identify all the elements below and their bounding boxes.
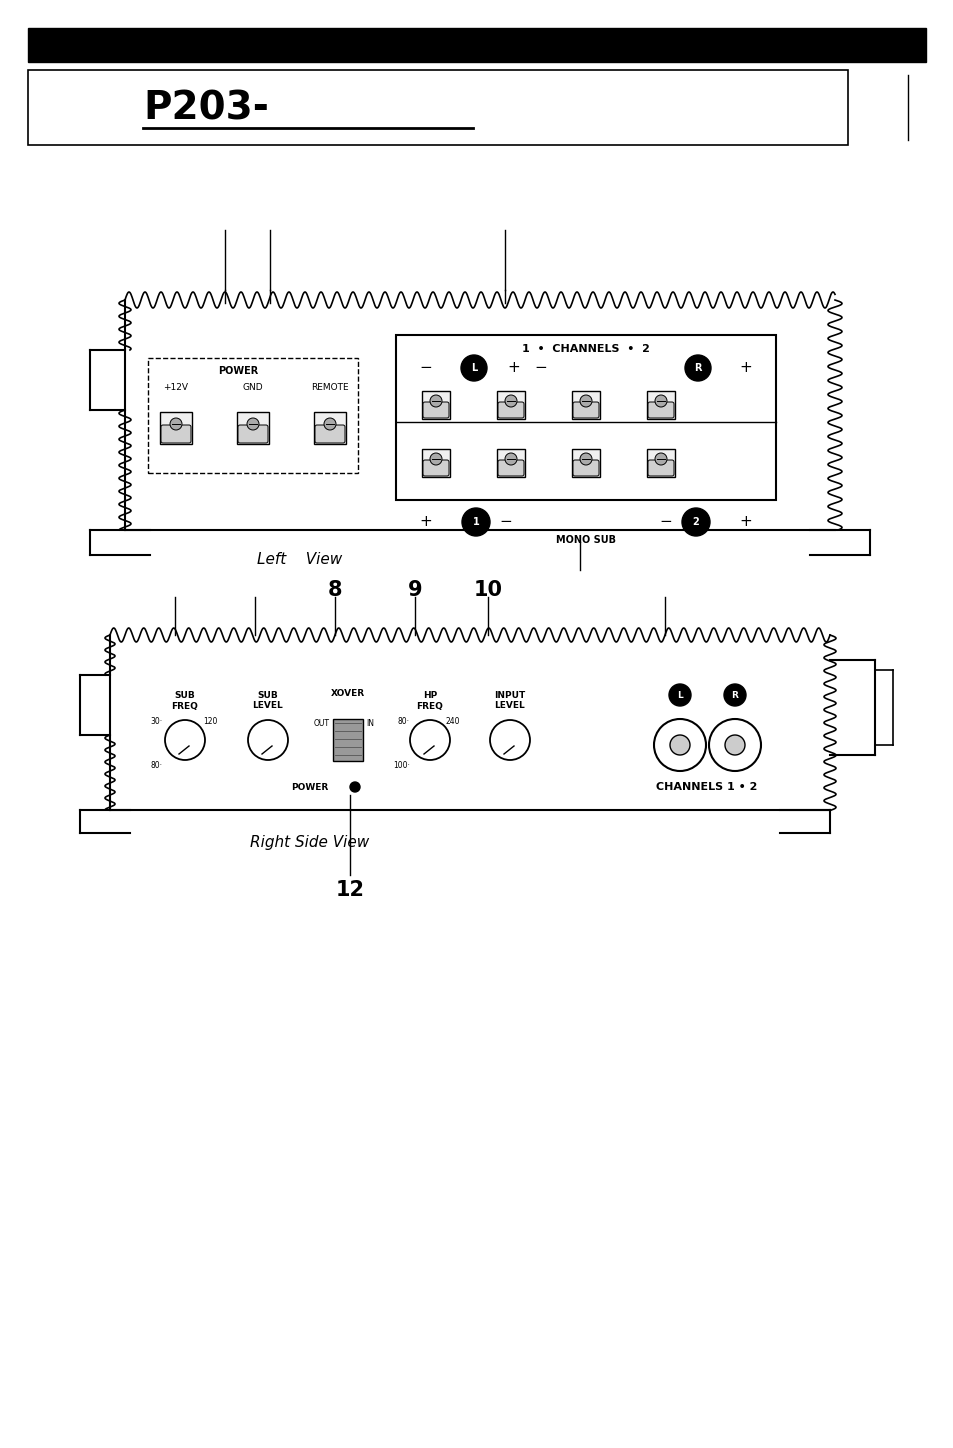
FancyBboxPatch shape: [647, 403, 673, 418]
Text: 1: 1: [472, 517, 478, 527]
Text: POWER: POWER: [291, 782, 328, 792]
Text: 80·: 80·: [151, 760, 163, 769]
Text: +: +: [507, 361, 519, 375]
Bar: [333, 720, 363, 762]
Text: FREQ: FREQ: [416, 701, 443, 711]
Text: CHANNELS 1 • 2: CHANNELS 1 • 2: [656, 782, 757, 792]
Text: 2: 2: [692, 517, 699, 527]
Circle shape: [724, 736, 744, 754]
Circle shape: [461, 508, 490, 536]
Text: MONO SUB: MONO SUB: [556, 534, 616, 544]
Text: POWER: POWER: [217, 366, 258, 376]
FancyBboxPatch shape: [647, 460, 673, 476]
Circle shape: [723, 683, 745, 707]
FancyBboxPatch shape: [422, 460, 449, 476]
FancyBboxPatch shape: [497, 403, 523, 418]
Text: P203-: P203-: [143, 88, 269, 127]
Bar: [421, 391, 450, 418]
Text: −: −: [499, 514, 512, 530]
Bar: [160, 413, 192, 445]
Bar: [572, 391, 599, 418]
Circle shape: [460, 355, 486, 381]
Bar: [646, 391, 675, 418]
Circle shape: [170, 418, 182, 430]
Text: Right Side View: Right Side View: [250, 835, 369, 850]
Bar: [314, 413, 346, 445]
Text: −: −: [659, 514, 672, 530]
Bar: [395, 334, 775, 500]
Bar: [421, 449, 450, 476]
Circle shape: [655, 395, 666, 407]
Text: +: +: [739, 514, 752, 530]
Text: XOVER: XOVER: [331, 688, 365, 698]
Text: LEVEL: LEVEL: [253, 701, 283, 711]
Bar: [497, 449, 524, 476]
Circle shape: [668, 683, 690, 707]
FancyBboxPatch shape: [573, 460, 598, 476]
Text: L: L: [677, 691, 682, 699]
Text: SUB: SUB: [257, 691, 278, 699]
Circle shape: [430, 453, 441, 465]
Circle shape: [579, 395, 592, 407]
Circle shape: [655, 453, 666, 465]
Text: −: −: [534, 361, 547, 375]
Text: SUB: SUB: [174, 691, 195, 699]
Bar: [497, 391, 524, 418]
Circle shape: [504, 395, 517, 407]
Text: Left    View: Left View: [257, 553, 342, 568]
FancyBboxPatch shape: [497, 460, 523, 476]
Text: 100·: 100·: [393, 760, 410, 769]
Circle shape: [684, 355, 710, 381]
Text: +: +: [419, 514, 432, 530]
Circle shape: [579, 453, 592, 465]
Text: +: +: [739, 361, 752, 375]
Text: L: L: [471, 363, 476, 374]
Text: 120: 120: [203, 718, 217, 727]
Text: HP: HP: [422, 691, 436, 699]
Bar: [572, 449, 599, 476]
Text: −: −: [419, 361, 432, 375]
FancyBboxPatch shape: [161, 426, 191, 443]
Text: IN: IN: [366, 720, 374, 728]
Bar: [28, 70, 847, 145]
Bar: [236, 413, 269, 445]
Text: 8: 8: [328, 581, 342, 599]
FancyBboxPatch shape: [573, 403, 598, 418]
Text: FREQ: FREQ: [172, 701, 198, 711]
Bar: [28, 28, 925, 62]
Text: 240: 240: [446, 718, 460, 727]
Text: LEVEL: LEVEL: [494, 701, 525, 711]
Circle shape: [654, 720, 705, 770]
Circle shape: [681, 508, 709, 536]
FancyBboxPatch shape: [314, 426, 345, 443]
Text: INPUT: INPUT: [494, 691, 525, 699]
Text: GND: GND: [242, 384, 263, 392]
Text: 30·: 30·: [151, 718, 163, 727]
Circle shape: [350, 782, 359, 792]
Circle shape: [504, 453, 517, 465]
Text: 10: 10: [473, 581, 502, 599]
Text: REMOTE: REMOTE: [311, 384, 349, 392]
Bar: [148, 358, 357, 473]
FancyBboxPatch shape: [237, 426, 268, 443]
Text: 9: 9: [407, 581, 422, 599]
Bar: [646, 449, 675, 476]
FancyBboxPatch shape: [422, 403, 449, 418]
Text: 12: 12: [335, 880, 364, 901]
Text: R: R: [731, 691, 738, 699]
Text: OUT: OUT: [314, 720, 330, 728]
Text: +12V: +12V: [163, 384, 189, 392]
Circle shape: [247, 418, 258, 430]
Text: 1  •  CHANNELS  •  2: 1 • CHANNELS • 2: [521, 345, 649, 353]
Circle shape: [324, 418, 335, 430]
Text: 80·: 80·: [397, 718, 410, 727]
Circle shape: [430, 395, 441, 407]
Circle shape: [708, 720, 760, 770]
Text: R: R: [694, 363, 701, 374]
Circle shape: [669, 736, 689, 754]
